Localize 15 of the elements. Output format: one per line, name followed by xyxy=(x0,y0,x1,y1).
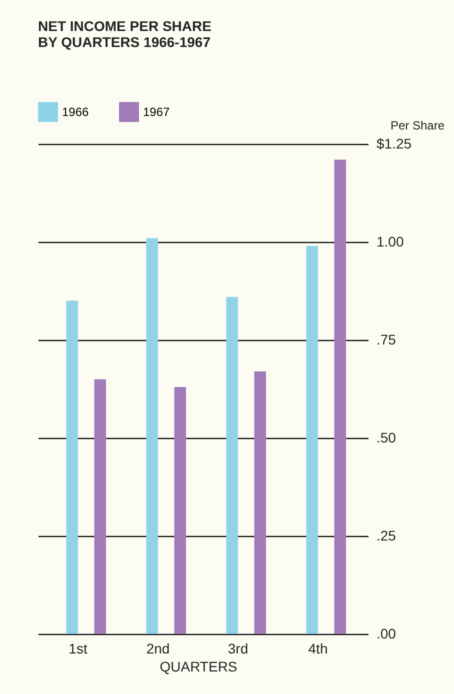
chart-title: NET INCOME PER SHARE BY QUARTERS 1966-1967 xyxy=(38,18,212,50)
y-tick-label: .25 xyxy=(376,528,396,544)
legend-label: 1967 xyxy=(143,105,170,119)
y-tick-label: 1.00 xyxy=(376,234,404,250)
y-tick-label: .75 xyxy=(376,332,396,348)
y-tick-label: .00 xyxy=(376,626,396,642)
x-axis-title: QUARTERS xyxy=(160,658,238,674)
x-tick-label: 3rd xyxy=(228,640,248,656)
x-tick-label: 4th xyxy=(308,640,328,656)
y-axis-title: Per Share xyxy=(390,118,445,132)
x-tick-label: 2nd xyxy=(146,640,170,656)
y-tick-label: $1.25 xyxy=(376,136,412,152)
y-tick-label: .50 xyxy=(376,430,396,446)
legend-label: 1966 xyxy=(62,105,90,119)
x-tick-label: 1st xyxy=(68,640,88,656)
